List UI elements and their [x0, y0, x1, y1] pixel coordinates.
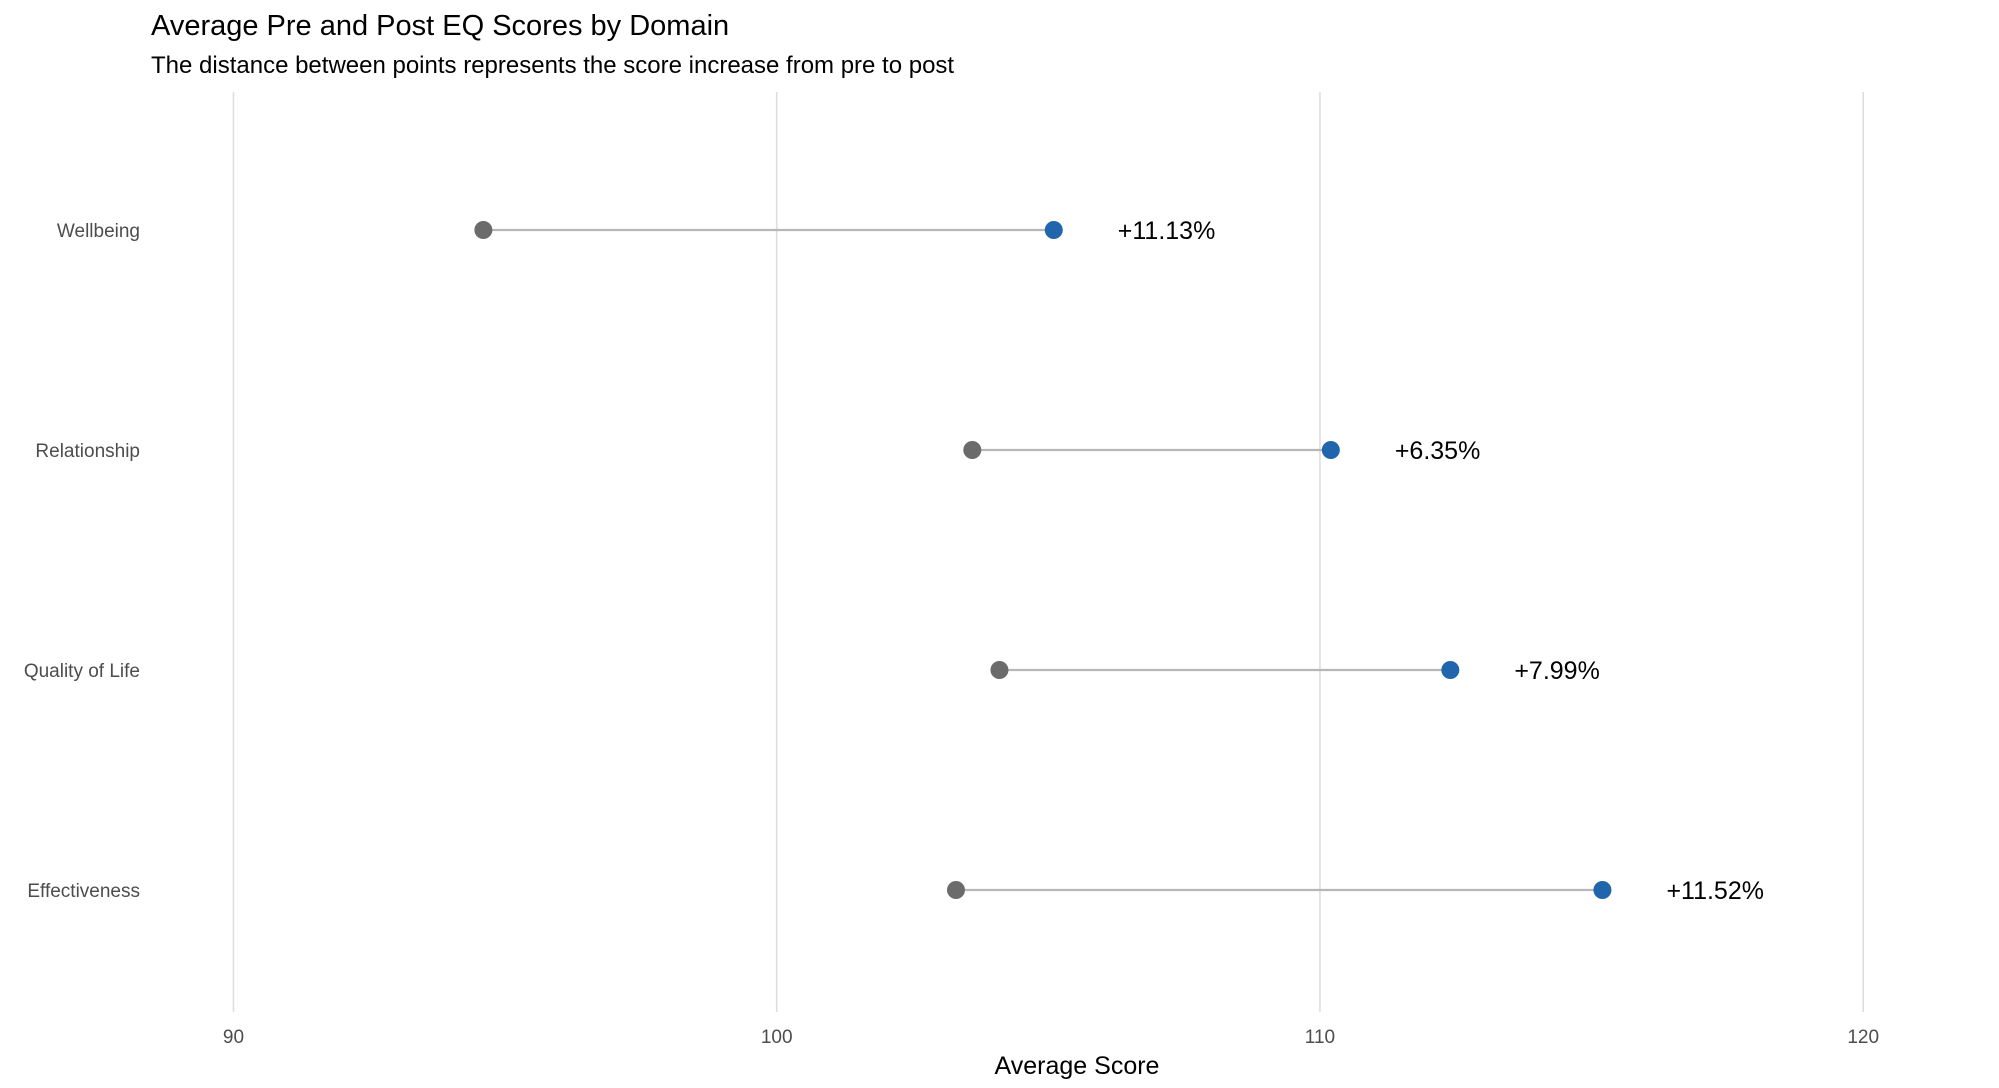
x-tick-label: 120	[1847, 1027, 1879, 1048]
chart-title: Average Pre and Post EQ Scores by Domain	[151, 10, 729, 42]
gridlines	[232, 92, 1864, 1012]
pre-score-point	[963, 441, 982, 459]
increase-label: +11.13%	[1118, 217, 1216, 245]
chart-subtitle: The distance between points represents t…	[151, 52, 954, 79]
increase-label: +6.35%	[1395, 437, 1481, 465]
x-tick-label: 110	[1305, 1027, 1335, 1048]
x-axis-ticks: 90 100 110 120	[223, 1027, 1879, 1048]
x-axis-title: Average Score	[995, 1052, 1160, 1080]
increase-label: +7.99%	[1514, 657, 1600, 685]
category-label: Wellbeing	[57, 221, 140, 242]
category-label: Relationship	[35, 441, 140, 462]
post-score-point	[1044, 221, 1063, 239]
post-score-point	[1321, 441, 1340, 459]
dumbbell-marks: +11.13% +6.35% +7.99% +11.52%	[474, 217, 1764, 905]
y-axis-categories: Wellbeing Relationship Quality of Life Effe…	[24, 221, 140, 902]
category-label: Effectiveness	[27, 881, 140, 902]
increase-label: +11.52%	[1666, 877, 1764, 905]
post-score-point	[1441, 661, 1460, 679]
pre-score-point	[990, 661, 1009, 679]
post-score-point	[1593, 881, 1612, 899]
category-label: Quality of Life	[24, 661, 140, 682]
x-tick-label: 100	[761, 1027, 793, 1048]
x-tick-label: 90	[223, 1027, 244, 1048]
pre-score-point	[946, 881, 965, 899]
pre-score-point	[474, 221, 493, 239]
